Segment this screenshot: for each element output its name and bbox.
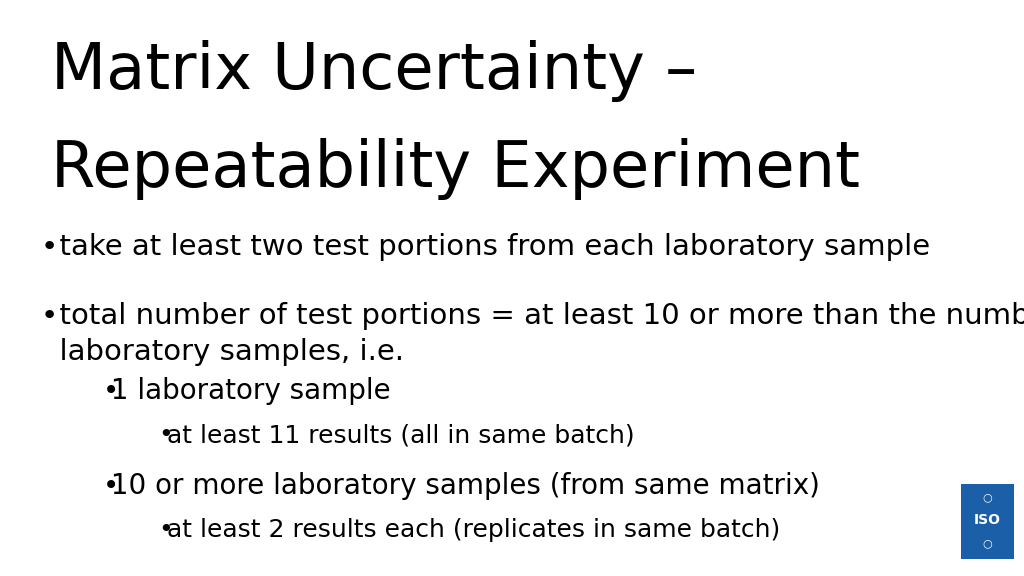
Text: 10 or more laboratory samples (from same matrix): 10 or more laboratory samples (from same… [102, 472, 820, 501]
Text: •: • [41, 233, 58, 262]
Text: ISO: ISO [974, 513, 1000, 527]
Text: 1 laboratory sample: 1 laboratory sample [102, 377, 391, 406]
Text: at least 2 results each (replicates in same batch): at least 2 results each (replicates in s… [159, 518, 780, 543]
Text: ○: ○ [982, 492, 992, 502]
Text: •: • [102, 377, 119, 406]
Text: total number of test portions = at least 10 or more than the number of
  laborat: total number of test portions = at least… [41, 302, 1024, 366]
Text: •: • [159, 518, 173, 543]
FancyBboxPatch shape [961, 484, 1014, 559]
Text: Repeatability Experiment: Repeatability Experiment [51, 138, 860, 200]
Text: •: • [102, 472, 119, 501]
Text: •: • [159, 423, 173, 448]
Text: take at least two test portions from each laboratory sample: take at least two test portions from eac… [41, 233, 930, 262]
Text: at least 11 results (all in same batch): at least 11 results (all in same batch) [159, 423, 634, 448]
Text: •: • [41, 302, 58, 331]
Text: ○: ○ [982, 539, 992, 549]
Text: Matrix Uncertainty –: Matrix Uncertainty – [51, 40, 697, 103]
